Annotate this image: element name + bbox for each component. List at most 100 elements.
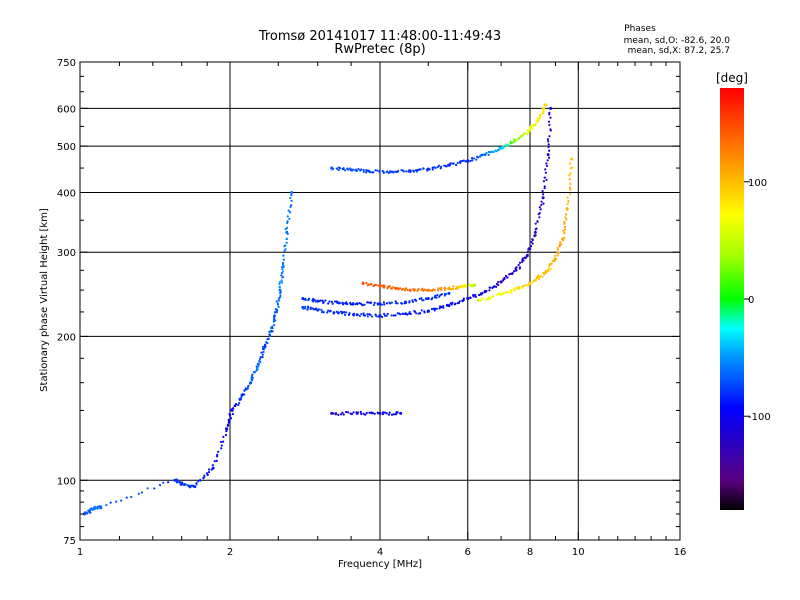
data-point bbox=[382, 312, 386, 315]
data-point bbox=[260, 351, 263, 354]
data-point bbox=[408, 301, 411, 304]
data-point bbox=[396, 411, 399, 414]
x-tick-label: 10 bbox=[572, 547, 585, 558]
data-point bbox=[506, 276, 509, 279]
data-point bbox=[211, 466, 215, 470]
data-point bbox=[569, 188, 572, 191]
data-point bbox=[330, 300, 333, 303]
data-point bbox=[487, 150, 490, 154]
data-point bbox=[366, 301, 369, 304]
data-point bbox=[380, 303, 383, 306]
data-point bbox=[447, 304, 451, 308]
data-point bbox=[176, 480, 179, 483]
data-point bbox=[213, 460, 216, 463]
data-point bbox=[358, 314, 361, 318]
data-point bbox=[387, 171, 390, 175]
data-point bbox=[380, 315, 384, 319]
data-point bbox=[548, 149, 551, 152]
data-point bbox=[481, 292, 484, 295]
data-point bbox=[472, 295, 475, 298]
data-point bbox=[324, 299, 327, 302]
data-point bbox=[553, 254, 557, 257]
data-point bbox=[285, 241, 288, 244]
data-point bbox=[438, 295, 441, 298]
data-point bbox=[227, 419, 231, 423]
data-point bbox=[314, 300, 317, 303]
data-point bbox=[362, 168, 365, 172]
data-point bbox=[373, 412, 376, 415]
data-point bbox=[453, 303, 456, 306]
data-point bbox=[413, 310, 416, 313]
data-point bbox=[420, 297, 423, 300]
data-point bbox=[503, 276, 506, 280]
data-point bbox=[365, 411, 368, 415]
data-point bbox=[246, 387, 249, 390]
data-point bbox=[273, 316, 276, 320]
data-point bbox=[541, 111, 544, 114]
data-point bbox=[382, 284, 385, 287]
data-point bbox=[376, 411, 379, 414]
data-point bbox=[535, 275, 539, 279]
data-point bbox=[370, 283, 373, 286]
data-point bbox=[367, 301, 371, 304]
data-point bbox=[543, 186, 546, 190]
data-point bbox=[508, 291, 511, 294]
data-point bbox=[526, 132, 529, 135]
data-point bbox=[224, 427, 228, 430]
data-point bbox=[303, 305, 307, 308]
data-point bbox=[400, 288, 404, 291]
data-point bbox=[569, 172, 572, 175]
data-point bbox=[284, 244, 287, 247]
data-point bbox=[396, 302, 399, 305]
data-point bbox=[506, 290, 509, 293]
data-point bbox=[556, 251, 559, 255]
data-point bbox=[428, 168, 431, 171]
data-point bbox=[524, 256, 527, 260]
data-point bbox=[326, 311, 329, 314]
data-point bbox=[479, 299, 482, 302]
data-point bbox=[458, 300, 461, 303]
data-point bbox=[546, 153, 550, 157]
data-point bbox=[459, 161, 462, 164]
data-point bbox=[523, 132, 526, 135]
data-point bbox=[272, 320, 275, 323]
data-point bbox=[195, 481, 198, 485]
data-point bbox=[568, 193, 571, 196]
axis-ticks bbox=[79, 61, 681, 541]
data-point bbox=[515, 287, 518, 290]
data-point bbox=[373, 284, 376, 287]
data-point bbox=[388, 285, 391, 288]
data-point bbox=[412, 169, 415, 172]
data-point bbox=[105, 503, 108, 507]
data-point bbox=[358, 301, 361, 305]
data-point bbox=[559, 241, 562, 244]
data-point bbox=[222, 440, 225, 443]
data-point bbox=[442, 306, 445, 309]
data-point bbox=[378, 170, 381, 173]
data-point bbox=[363, 303, 366, 306]
data-point bbox=[226, 423, 230, 426]
data-point bbox=[510, 291, 513, 294]
data-point bbox=[385, 314, 388, 317]
data-point bbox=[281, 268, 284, 271]
data-point bbox=[457, 301, 460, 305]
data-point bbox=[509, 140, 512, 143]
data-point bbox=[332, 412, 335, 415]
data-point bbox=[381, 412, 385, 416]
data-point bbox=[517, 263, 520, 267]
data-point bbox=[401, 312, 404, 315]
data-point bbox=[387, 413, 391, 416]
data-point bbox=[564, 216, 567, 219]
data-point bbox=[243, 389, 246, 392]
data-point bbox=[518, 266, 522, 269]
data-point bbox=[350, 413, 354, 416]
data-point bbox=[217, 450, 220, 453]
data-point bbox=[392, 314, 395, 317]
data-point bbox=[563, 228, 567, 231]
data-point bbox=[130, 495, 133, 499]
data-point bbox=[181, 483, 184, 486]
data-point bbox=[470, 156, 474, 160]
data-point bbox=[493, 150, 496, 153]
data-point bbox=[271, 325, 274, 328]
data-point bbox=[390, 301, 394, 304]
